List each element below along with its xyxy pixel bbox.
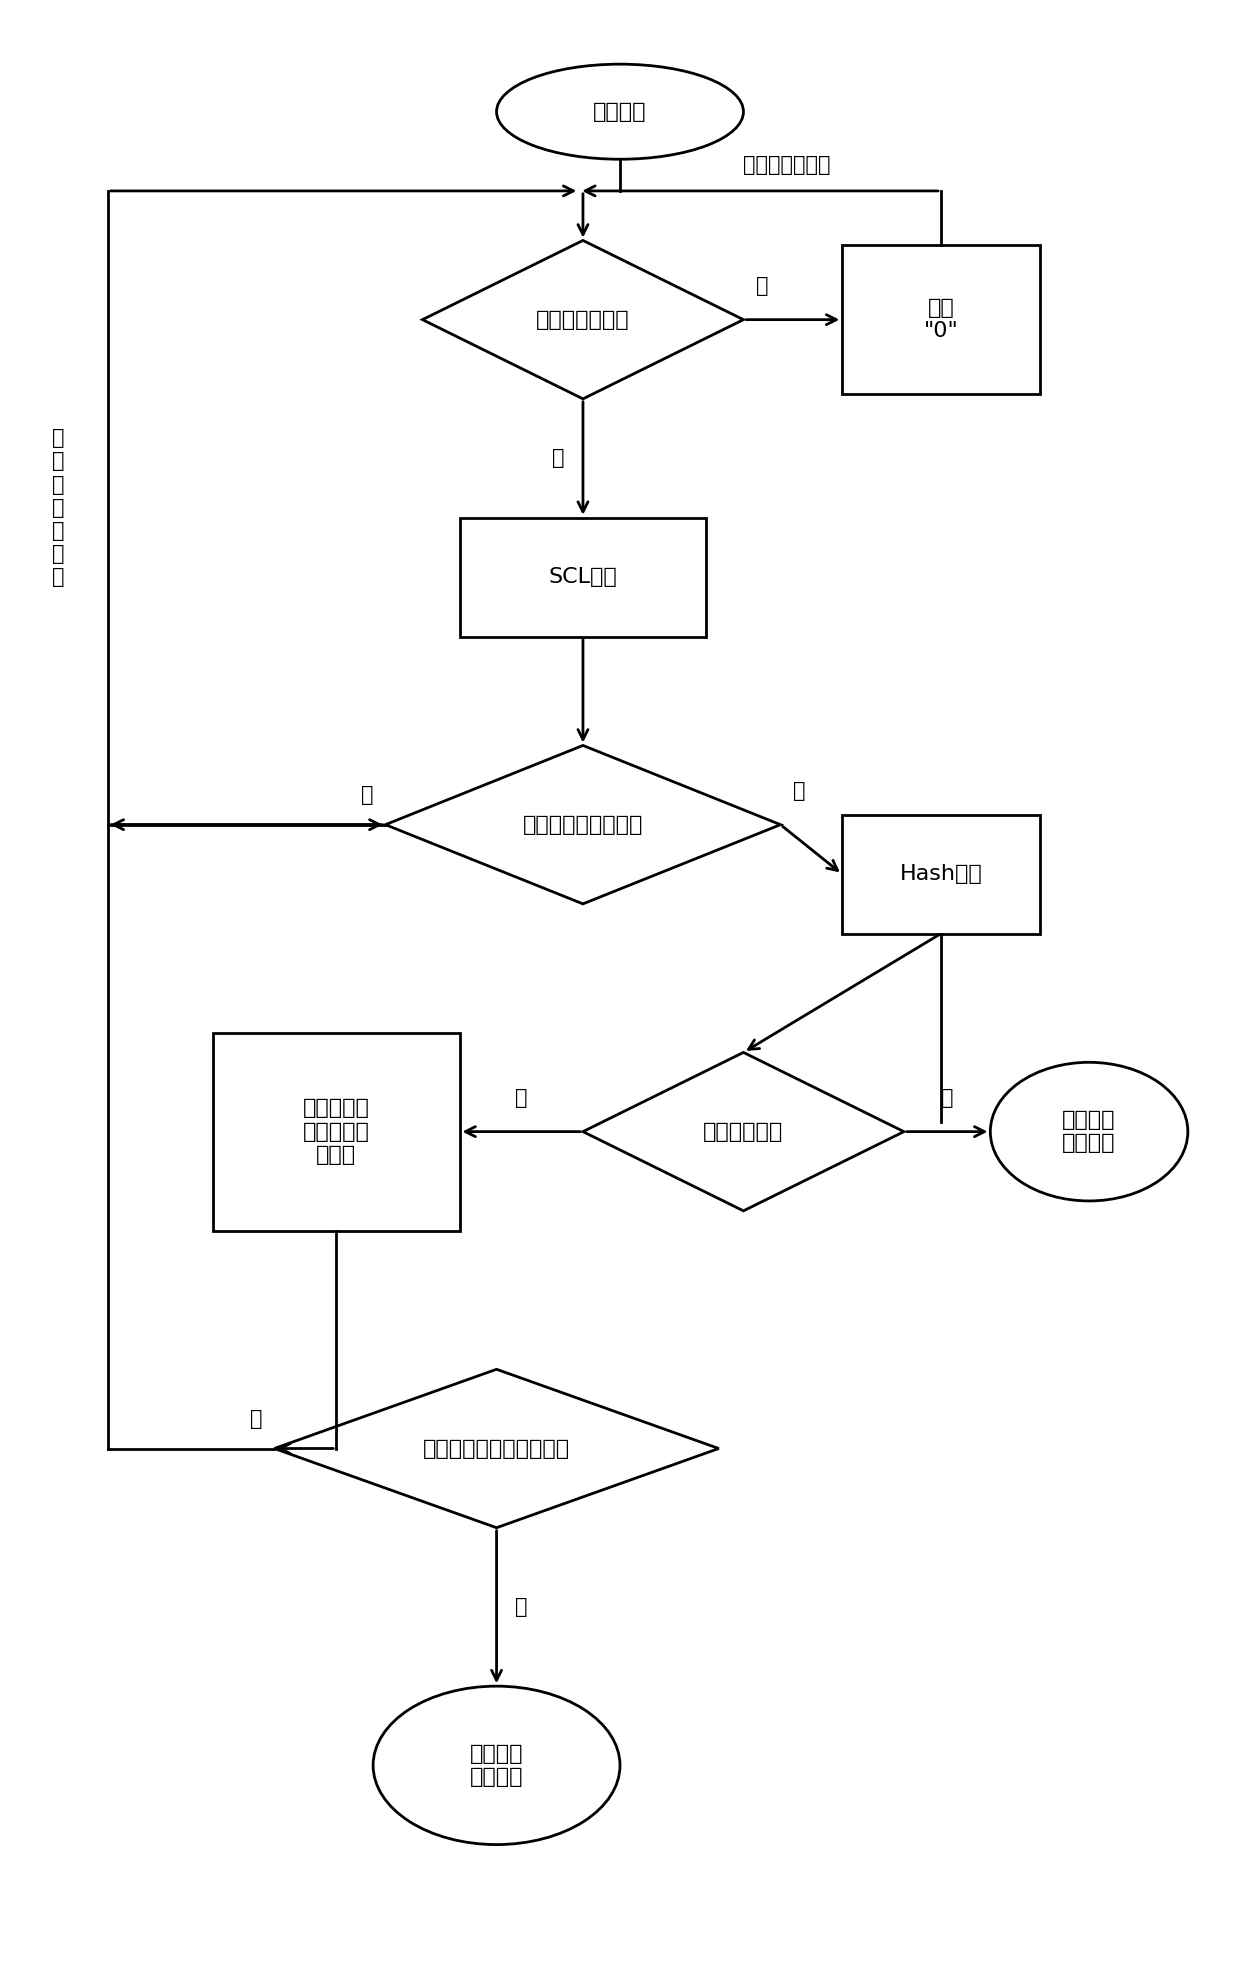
Text: 是: 是	[515, 1088, 527, 1108]
Text: 开始译码: 开始译码	[593, 101, 647, 121]
Text: 否: 否	[361, 784, 373, 804]
Text: 是: 是	[515, 1597, 527, 1617]
Text: 译为
"0": 译为 "0"	[924, 298, 959, 342]
Text: 是否通过校验: 是否通过校验	[703, 1122, 784, 1142]
Text: 是否为最后一段最后一位: 是否为最后一段最后一位	[423, 1438, 570, 1458]
Text: 否: 否	[941, 1088, 954, 1108]
Text: 结束（译
码失败）: 结束（译 码失败）	[1063, 1110, 1116, 1154]
Text: 结束（译
码成功）: 结束（译 码成功）	[470, 1744, 523, 1787]
Text: 继续下一位译码: 继续下一位译码	[743, 155, 831, 175]
Bar	[842, 814, 1039, 933]
Bar	[212, 1033, 460, 1231]
Text: 是: 是	[756, 276, 769, 296]
Text: 是: 是	[792, 780, 805, 800]
Text: SCL译码: SCL译码	[548, 568, 618, 588]
Text: 继
续
下
一
位
译
码: 继 续 下 一 位 译 码	[52, 429, 64, 588]
Bar	[842, 246, 1039, 393]
Text: 否: 否	[552, 449, 564, 469]
Text: Hash校验: Hash校验	[899, 864, 982, 884]
Text: 是否为冻结比特: 是否为冻结比特	[536, 310, 630, 330]
Bar	[460, 518, 707, 638]
Text: 保留可靠程
度最高的一
条路径: 保留可靠程 度最高的一 条路径	[303, 1098, 370, 1166]
Text: 是否为该段最后一位: 是否为该段最后一位	[523, 814, 644, 834]
Text: 否: 否	[249, 1408, 262, 1428]
